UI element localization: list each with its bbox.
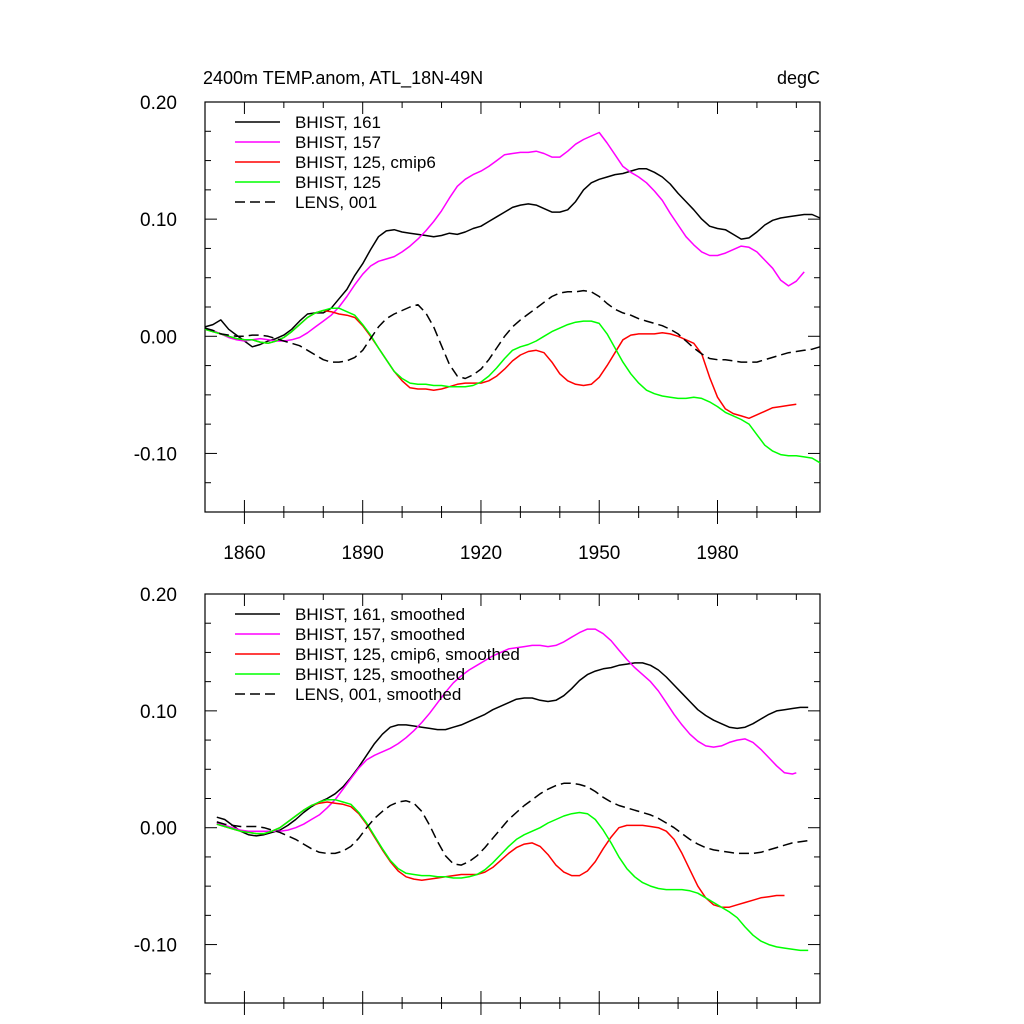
series-line-2 xyxy=(204,131,805,342)
series-line-2 xyxy=(216,628,797,832)
x-tick-label: 1980 xyxy=(696,543,738,564)
legend-label-2: BHIST, 157 xyxy=(295,133,381,152)
legend-label-3: BHIST, 125, cmip6, smoothed xyxy=(295,645,520,664)
y-tick-label: 0.00 xyxy=(140,327,177,348)
x-tick-label: 1860 xyxy=(223,543,265,564)
x-tick-label: 1890 xyxy=(342,543,384,564)
legend-label-1: BHIST, 161, smoothed xyxy=(295,605,465,624)
y-tick-label: 0.20 xyxy=(140,93,177,114)
series-line-5 xyxy=(216,782,809,866)
series-line-1 xyxy=(204,168,821,348)
legend-label-4: BHIST, 125, smoothed xyxy=(295,665,465,684)
y-tick-label: 0.10 xyxy=(140,702,177,723)
series-line-4 xyxy=(216,798,809,952)
series-line-5 xyxy=(204,289,821,380)
legend-label-4: BHIST, 125 xyxy=(295,173,381,192)
y-tick-label: -0.10 xyxy=(134,444,177,465)
x-tick-label: 1920 xyxy=(460,543,502,564)
legend-label-2: BHIST, 157, smoothed xyxy=(295,625,465,644)
legend-label-1: BHIST, 161 xyxy=(295,113,381,132)
y-tick-label: 0.20 xyxy=(140,585,177,606)
legend-label-5: LENS, 001 xyxy=(295,193,377,212)
top-panel-title: 2400m TEMP.anom, ATL_18N-49N xyxy=(203,68,483,89)
series-line-4 xyxy=(204,307,821,464)
legend-label-5: LENS, 001, smoothed xyxy=(295,685,461,704)
x-tick-label: 1950 xyxy=(578,543,620,564)
y-tick-label: 0.00 xyxy=(140,819,177,840)
legend-label-3: BHIST, 125, cmip6 xyxy=(295,153,436,172)
y-tick-label: -0.10 xyxy=(134,936,177,957)
y-tick-label: 0.10 xyxy=(140,210,177,231)
top-panel-units: degC xyxy=(777,68,820,88)
top-panel: 2400m TEMP.anom, ATL_18N-49N degC 0.20 0.… xyxy=(134,68,821,564)
